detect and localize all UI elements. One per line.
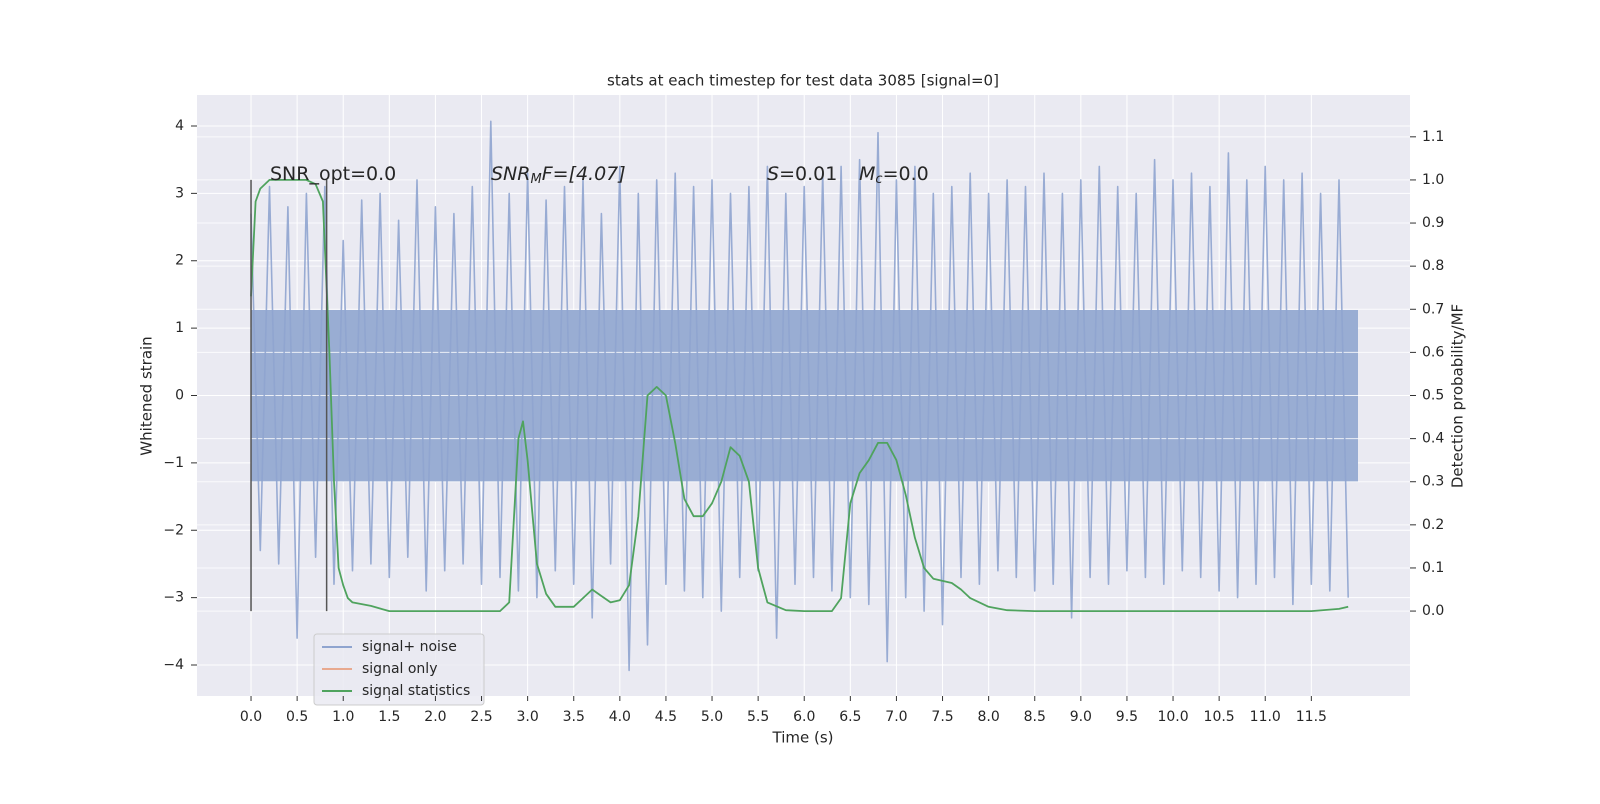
x-tick-label: 2.5 <box>470 709 492 725</box>
x-tick-label: 6.5 <box>839 709 861 725</box>
y2-tick-label: 1.1 <box>1422 129 1444 145</box>
y-tick-label: 3 <box>175 185 184 201</box>
x-axis-label: Time (s) <box>772 729 834 747</box>
x-tick-label: 11.0 <box>1250 709 1281 725</box>
x-tick-label: 4.5 <box>655 709 677 725</box>
annotation-text: F=[4.07] <box>542 163 626 185</box>
legend-box <box>313 633 485 706</box>
x-tick-label: 6.0 <box>793 709 815 725</box>
x-tick-label: 10.0 <box>1157 709 1188 725</box>
statistics-line <box>250 179 1349 612</box>
x-tick-label: 10.5 <box>1204 709 1235 725</box>
legend-label: signal statistics <box>362 683 470 699</box>
y2-tick-label: 0.0 <box>1422 603 1444 619</box>
y2-tick-label: 0.7 <box>1422 301 1444 317</box>
annotation: SNR_opt=0.0 <box>270 163 396 185</box>
x-tick-label: 11.5 <box>1296 709 1327 725</box>
x-tick-label: 8.0 <box>978 709 1000 725</box>
x-tick-label: 1.5 <box>378 709 400 725</box>
annotation-text: =0.01 <box>779 163 837 185</box>
annotation-subscript: c <box>875 172 882 187</box>
marks <box>197 120 1410 672</box>
y-tick-label: −3 <box>163 590 184 606</box>
annotation: SNRMF=[4.07] <box>491 163 626 187</box>
y2-tick-label: 1.0 <box>1422 172 1444 188</box>
annotation-subscript: M <box>530 172 541 187</box>
y-tick-label: 2 <box>175 253 184 269</box>
x-tick-label: 5.0 <box>701 709 723 725</box>
y-tick-label: 1 <box>175 320 184 336</box>
x-tick-label: 7.0 <box>885 709 907 725</box>
chart-title: stats at each timestep for test data 308… <box>607 72 999 90</box>
annotation: Mc=0.0 <box>859 163 929 187</box>
x-tick-label: 0.0 <box>240 709 262 725</box>
x-tick-label: 1.0 <box>332 709 354 725</box>
y2-tick-label: 0.9 <box>1422 215 1444 231</box>
y-tick-label: 4 <box>175 118 184 134</box>
annotation-text: S <box>767 163 779 185</box>
annotation-text: SNR <box>491 163 530 185</box>
x-tick-label: 0.5 <box>286 709 308 725</box>
x-tick-label: 7.5 <box>931 709 953 725</box>
legend-label: signal+ noise <box>362 639 457 655</box>
x-tick-label: 8.5 <box>1024 709 1046 725</box>
y-tick-label: −4 <box>163 657 184 673</box>
x-tick-label: 9.5 <box>1116 709 1138 725</box>
annotation-text: M <box>859 163 875 185</box>
y-tick-label: −1 <box>163 455 184 471</box>
x-tick-label: 5.5 <box>747 709 769 725</box>
y-tick-label: 0 <box>175 388 184 404</box>
annotation-text: SNR_opt=0.0 <box>270 163 396 185</box>
y2-tick-label: 0.3 <box>1422 474 1444 490</box>
y2-axis-label: Detection probability/MF <box>1449 304 1467 488</box>
y2-tick-label: 0.6 <box>1422 344 1444 360</box>
strain-line <box>250 120 1349 672</box>
x-tick-label: 4.0 <box>609 709 631 725</box>
y-tick-label: −2 <box>163 522 184 538</box>
annotation-text: =0.0 <box>883 163 929 185</box>
y-axis-label: Whitened strain <box>138 336 156 455</box>
x-tick-label: 3.0 <box>517 709 539 725</box>
legend: signal+ noise signal only signal statistic… <box>313 633 485 706</box>
y2-tick-label: 0.5 <box>1422 388 1444 404</box>
x-tick-label: 3.5 <box>563 709 585 725</box>
x-tick-label: 2.0 <box>424 709 446 725</box>
annotation: S=0.01 <box>767 163 837 185</box>
y2-tick-label: 0.8 <box>1422 258 1444 274</box>
y2-tick-label: 0.2 <box>1422 517 1444 533</box>
legend-label: signal only <box>362 661 437 677</box>
x-tick-label: 9.0 <box>1070 709 1092 725</box>
y2-tick-label: 0.1 <box>1422 560 1444 576</box>
y2-tick-label: 0.4 <box>1422 431 1444 447</box>
